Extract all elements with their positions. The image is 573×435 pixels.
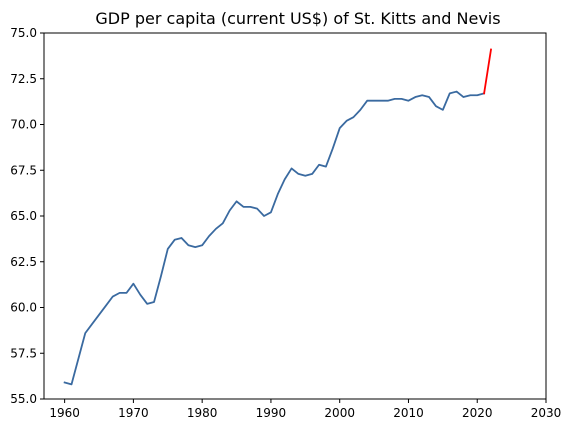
y-tick-label: 60.0 bbox=[10, 301, 37, 315]
series-line-2 bbox=[483, 48, 493, 95]
y-tick-label: 65.0 bbox=[10, 209, 37, 223]
y-tick-label: 67.5 bbox=[10, 163, 37, 177]
series-line-1 bbox=[63, 90, 486, 386]
axes-layer: 1960 1970 1980 1990 2000 2010 2020 2030 55.0 57.5… bbox=[10, 26, 561, 420]
y-tick-label: 55.0 bbox=[10, 392, 37, 406]
x-tick-label: 1960 bbox=[49, 406, 80, 420]
y-tick-label: 75.0 bbox=[10, 26, 37, 40]
y-tick-label: 70.0 bbox=[10, 118, 37, 132]
chart-title: GDP per capita (current US$) of St. Kitt… bbox=[95, 9, 500, 28]
y-tick-label: 57.5 bbox=[10, 346, 37, 360]
y-tick-label: 62.5 bbox=[10, 255, 37, 269]
x-tick-label: 2000 bbox=[324, 406, 355, 420]
x-tick-label: 1970 bbox=[118, 406, 149, 420]
x-tick-label: 1980 bbox=[187, 406, 218, 420]
x-tick-label: 2010 bbox=[393, 406, 424, 420]
y-tick-label: 72.5 bbox=[10, 72, 37, 86]
x-tick-label: 1990 bbox=[256, 406, 287, 420]
series-layer bbox=[63, 48, 493, 386]
x-tick-label: 2030 bbox=[531, 406, 562, 420]
plot-frame bbox=[43, 32, 547, 400]
x-tick-label: 2020 bbox=[462, 406, 493, 420]
